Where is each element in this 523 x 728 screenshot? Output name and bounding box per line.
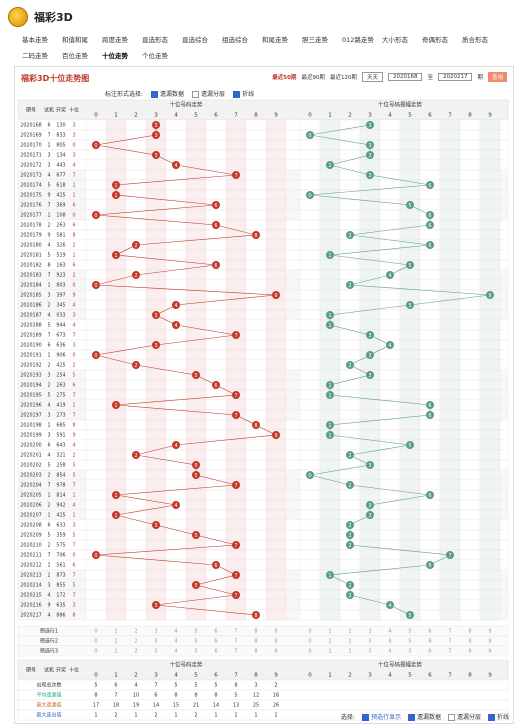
nav: 基本走势 和值和尾 跨度走势 直选形态 直选综合 组选综合 和尾走势 胆三走势 012路走势 大小…: [22, 34, 502, 60]
option-text: 折线: [496, 714, 509, 721]
option[interactable]: 预选行显示: [361, 712, 401, 721]
option[interactable]: 折线: [487, 712, 509, 721]
option-text: 预选行显示: [370, 714, 401, 721]
period-link[interactable]: 最近50期: [272, 75, 297, 81]
nav-link[interactable]: 胆三走势: [302, 36, 328, 44]
nav-link[interactable]: 百位走势: [62, 52, 88, 60]
nav-link[interactable]: 直选综合: [182, 36, 208, 44]
mark-label: 标注形式选择:: [105, 91, 144, 98]
option-text: 遗漏分层: [201, 91, 226, 98]
nav-link[interactable]: 大小形态: [382, 36, 408, 44]
option[interactable]: 遗漏数据: [151, 89, 184, 98]
nav-link[interactable]: 基本走势: [22, 36, 48, 44]
nav-link[interactable]: 奇偶形态: [422, 36, 448, 44]
period-link[interactable]: 最近90期: [301, 75, 325, 81]
logo-text: 福彩3D: [34, 11, 73, 24]
to-label: 至: [427, 75, 433, 81]
select[interactable]: 天天: [361, 72, 383, 82]
nav-link[interactable]: 质合形态: [462, 36, 488, 44]
query-button[interactable]: 查询: [487, 72, 507, 82]
logo-icon: [8, 7, 28, 27]
nav-link[interactable]: 跨度走势: [102, 36, 128, 44]
nav-link[interactable]: 二码走势: [22, 52, 48, 60]
nav-link[interactable]: 十位走势: [102, 52, 128, 60]
nav-link[interactable]: 和尾走势: [262, 36, 288, 44]
nav-link[interactable]: 组选综合: [222, 36, 248, 44]
nav-link[interactable]: 012路走势: [342, 36, 374, 44]
option-text: 遗漏分层: [456, 714, 481, 721]
option[interactable]: 折线: [233, 89, 254, 98]
option-text: 遗漏数据: [416, 714, 441, 721]
header: 福彩3D: [8, 6, 73, 28]
footer-label: 选择:: [340, 714, 355, 721]
from-input[interactable]: 2020168: [387, 73, 423, 81]
to-input[interactable]: 2020217: [437, 73, 473, 81]
option-text: 遗漏数据: [160, 91, 185, 98]
mark-options: 标注形式选择: 遗漏数据 遗漏分层 折线: [105, 89, 254, 98]
unit-label: 期: [477, 75, 483, 81]
footer-options: 选择: 预选行显示 遗漏数据 遗漏分层 折线: [341, 712, 509, 721]
period-bar: 最近50期 最近90期 最近120期 天天 2020168 至 2020217 …: [272, 72, 507, 82]
nav-link[interactable]: 个位走势: [142, 52, 168, 60]
option[interactable]: 遗漏分层: [447, 712, 481, 721]
nav-link[interactable]: 直选形态: [142, 36, 168, 44]
option-text: 折线: [242, 91, 255, 98]
trend-panel: 福彩3D十位走势图 最近50期 最近90期 最近120期 天天 2020168 …: [14, 66, 514, 724]
option[interactable]: 遗漏数据: [407, 712, 441, 721]
panel-title: 福彩3D十位走势图: [21, 74, 90, 83]
period-link[interactable]: 最近120期: [329, 75, 357, 81]
nav-link[interactable]: 和值和尾: [62, 36, 88, 44]
option[interactable]: 遗漏分层: [192, 89, 225, 98]
